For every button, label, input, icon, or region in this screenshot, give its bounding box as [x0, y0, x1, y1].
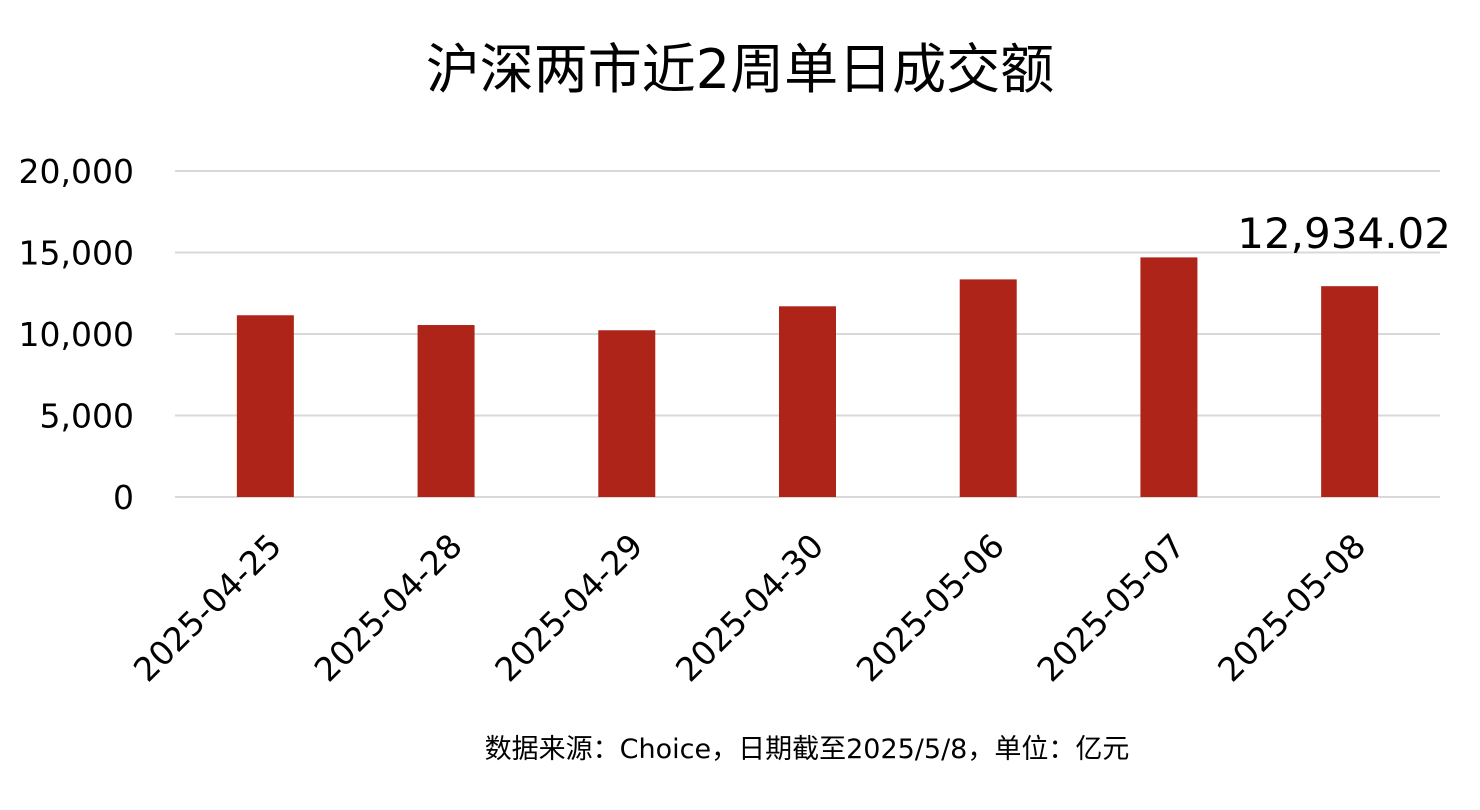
- bar: [598, 330, 656, 497]
- x-tick-label: 2025-04-25: [126, 526, 289, 689]
- x-tick-label: 2025-05-07: [1029, 526, 1192, 689]
- data-label: 12,934.02: [1237, 209, 1451, 258]
- chart-title: 沪深两市近2周单日成交额: [425, 38, 1055, 101]
- bar: [236, 315, 294, 497]
- y-tick-label: 15,000: [19, 234, 134, 273]
- data-labels: 12,934.02: [1237, 209, 1451, 258]
- y-tick-label: 20,000: [19, 152, 134, 191]
- y-tick-label: 5,000: [40, 397, 134, 436]
- x-tick-label: 2025-04-29: [487, 526, 650, 689]
- bar: [959, 279, 1017, 497]
- bar: [1321, 286, 1379, 497]
- x-tick-label: 2025-04-28: [307, 526, 470, 689]
- y-axis-tick-labels: 0 5,000 10,000 15,000 20,000: [19, 152, 134, 517]
- bar: [1140, 257, 1198, 497]
- source-note: 数据来源：Choice，日期截至2025/5/8，单位：亿元: [484, 734, 1130, 765]
- bar: [779, 306, 836, 497]
- x-tick-label: 2025-04-30: [668, 526, 831, 689]
- x-tick-label: 2025-05-08: [1210, 526, 1373, 689]
- bar: [417, 325, 475, 497]
- x-axis-tick-labels: 2025-04-25 2025-04-28 2025-04-29 2025-04-30…: [126, 526, 1373, 689]
- y-tick-label: 10,000: [19, 315, 134, 354]
- y-tick-label: 0: [113, 478, 134, 517]
- bars: [236, 257, 1379, 497]
- x-tick-label: 2025-05-06: [849, 526, 1012, 689]
